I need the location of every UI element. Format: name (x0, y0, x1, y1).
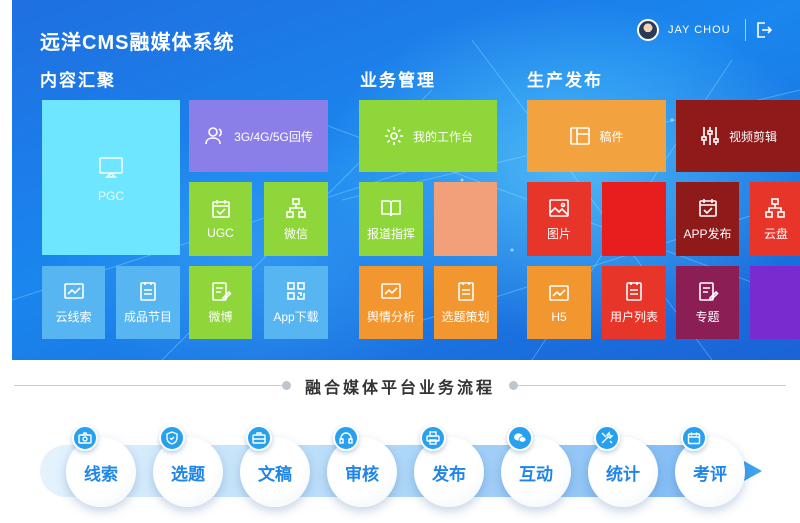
tile-app-publish[interactable]: APP发布 (676, 182, 739, 256)
tile-label: 舆情分析 (366, 310, 415, 324)
tile-label: 选题策划 (441, 310, 490, 324)
flow-title-dot-left (282, 381, 291, 390)
tile-blank-red[interactable] (602, 182, 666, 256)
tile-topic-plan[interactable]: 选题策划 (434, 266, 497, 339)
org-chart-icon (764, 197, 786, 219)
chart-icon (548, 282, 570, 304)
tile-label: 3G/4G/5G回传 (234, 129, 313, 144)
flow-step[interactable]: 线索 (66, 437, 136, 507)
flow-title-divider-left (14, 385, 282, 386)
document-icon (455, 280, 477, 302)
tile-opinion[interactable]: 舆情分析 (359, 266, 423, 339)
calendar-check-icon (697, 197, 719, 219)
flow-step-label: 互动 (519, 464, 553, 484)
tile-wechat[interactable]: 微信 (264, 182, 328, 256)
tile-h5[interactable]: H5 (527, 266, 591, 339)
tile-label: 我的工作台 (412, 129, 473, 144)
headset-icon (333, 425, 359, 451)
tile-label: 图片 (546, 226, 571, 241)
chart-icon (63, 280, 85, 302)
book-icon (380, 197, 402, 219)
tile-weibo[interactable]: 微博 (189, 266, 252, 339)
document-icon (623, 280, 645, 302)
section-title-publish: 生产发布 (527, 71, 603, 90)
tile-label: PGC (97, 188, 124, 203)
tile-cloud-disk[interactable]: 云盘 (750, 182, 800, 256)
tile-report-command[interactable]: 报道指挥 (359, 182, 423, 256)
image-icon (548, 197, 570, 219)
tile-ugc[interactable]: UGC (189, 182, 252, 256)
tile-user-list[interactable]: 用户列表 (602, 266, 666, 339)
flow-step-label: 文稿 (258, 464, 292, 484)
shield-icon (159, 425, 185, 451)
sliders-icon (699, 125, 721, 147)
section-title-content: 内容汇聚 (40, 71, 116, 90)
flow-step-label: 审核 (345, 464, 379, 484)
flow-title-divider-right (518, 385, 786, 386)
tile-transmit[interactable]: 3G/4G/5G回传 (189, 100, 328, 172)
printer-icon (420, 425, 446, 451)
calendar-icon (681, 425, 707, 451)
tile-label: 用户列表 (609, 310, 658, 324)
document-icon (137, 280, 159, 302)
tv-icon (97, 153, 125, 181)
flow-title: 融合媒体平台业务流程 (304, 380, 495, 397)
flow-step-label: 统计 (606, 464, 640, 484)
tile-label: APP发布 (683, 226, 732, 241)
layout-icon (569, 125, 591, 147)
avatar (637, 19, 659, 41)
flow-step-label: 考评 (693, 464, 727, 484)
tile-programs[interactable]: 成品节目 (116, 266, 180, 339)
tile-special[interactable]: 专题 (676, 266, 739, 339)
tile-label: 视频剪辑 (728, 129, 777, 144)
chart-icon (380, 280, 402, 302)
edit-icon (210, 280, 232, 302)
tile-pgc[interactable]: PGC (42, 100, 180, 255)
flow-arrow (744, 461, 762, 481)
tile-manuscript[interactable]: 稿件 (527, 100, 666, 172)
header-divider (745, 19, 746, 41)
users-icon (204, 125, 226, 147)
tile-blank-salmon[interactable] (434, 182, 497, 256)
tile-picture[interactable]: 图片 (527, 182, 591, 256)
logout-icon[interactable] (754, 20, 774, 40)
tile-label: 专题 (695, 310, 720, 324)
camera-icon (72, 425, 98, 451)
dashboard-banner: 远洋CMS融媒体系统 JAY CHOU 内容汇聚 业务管理 生产发布 PGC 3… (12, 0, 800, 360)
user-menu[interactable]: JAY CHOU (637, 17, 731, 43)
qrcode-icon (285, 280, 307, 302)
briefcase-icon (246, 425, 272, 451)
edit-icon (697, 280, 719, 302)
tile-label: 成品节目 (123, 310, 172, 324)
org-chart-icon (285, 197, 307, 219)
tile-label: 微博 (208, 310, 233, 324)
tile-video-edit[interactable]: 视频剪辑 (676, 100, 800, 172)
user-name: JAY CHOU (668, 24, 731, 36)
tile-cloud-search[interactable]: 云线索 (42, 266, 105, 339)
tile-label: 云线索 (55, 310, 92, 324)
section-title-business: 业务管理 (360, 71, 436, 90)
tile-blank-violet[interactable] (750, 266, 800, 339)
gear-icon (383, 125, 405, 147)
tile-label: 报道指挥 (366, 226, 415, 241)
flow-step-label: 选题 (171, 464, 205, 484)
calendar-check-icon (210, 198, 232, 220)
tile-my-workbench[interactable]: 我的工作台 (359, 100, 497, 172)
tile-label: UGC (207, 226, 234, 240)
tile-label: App下载 (273, 310, 319, 324)
flow-step-label: 发布 (432, 464, 466, 484)
tile-label: 稿件 (599, 129, 624, 144)
flow-title-dot-right (509, 381, 518, 390)
flow-step-label: 线索 (84, 464, 118, 484)
wechat-icon (507, 425, 533, 451)
tile-label: 微信 (283, 226, 308, 241)
system-title: 远洋CMS融媒体系统 (40, 32, 235, 54)
tile-app-download[interactable]: App下载 (264, 266, 328, 339)
tile-label: 云盘 (764, 226, 789, 241)
tile-label: H5 (551, 309, 567, 324)
tools-icon (594, 425, 620, 451)
